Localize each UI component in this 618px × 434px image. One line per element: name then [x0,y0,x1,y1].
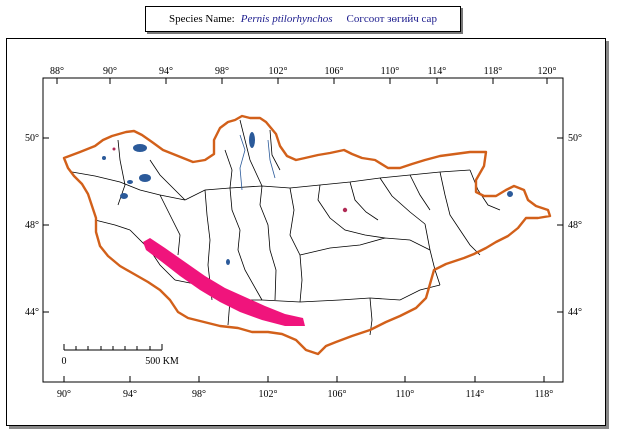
right-lat-label: 44° [568,307,582,318]
right-lat-label: 50° [568,133,582,144]
bottom-lon-label: 110° [396,389,415,400]
scale-bar: 0 500 KM [62,344,179,367]
top-lon-label: 120° [538,66,557,77]
bottom-lon-label: 118° [535,389,554,400]
species-name-label: Species Name: [169,13,235,25]
top-lon-label: 94° [159,66,173,77]
map-frame [6,38,606,426]
left-lat-label: 50° [25,133,39,144]
left-lat-label: 44° [25,307,39,318]
species-local-name: Согсоот зөгийч сар [346,13,437,25]
top-lon-label: 98° [215,66,229,77]
bottom-lon-label: 90° [57,389,71,400]
species-title-box: Species Name: Pernis ptilorhynchos Согсо… [145,6,461,32]
bottom-lon-label: 106° [328,389,347,400]
right-latitude-axis: 50° 48° 44° [557,133,582,318]
species-range [143,238,305,326]
province-boundaries [71,119,501,336]
left-lat-label: 48° [25,220,39,231]
top-lon-label: 118° [484,66,503,77]
top-lon-label: 106° [325,66,344,77]
left-latitude-axis: 50° 48° 44° [25,133,49,318]
rivers [239,134,276,191]
bottom-lon-label: 94° [123,389,137,400]
right-lat-label: 48° [568,220,582,231]
top-lon-label: 114° [428,66,447,77]
bottom-lon-label: 98° [192,389,206,400]
bottom-lon-label: 102° [259,389,278,400]
lakes [102,132,513,265]
top-lon-label: 88° [50,66,64,77]
top-longitude-axis: 88° 90° 94° 98° 102° 106° 110° 114° 118°… [50,66,557,84]
top-lon-label: 110° [381,66,400,77]
bottom-lon-label: 114° [466,389,485,400]
scale-distance-label: 500 KM [145,356,179,367]
map-inner-frame [42,77,564,383]
scale-zero-label: 0 [62,356,67,367]
country-border [62,114,552,356]
top-lon-label: 102° [269,66,288,77]
top-lon-label: 90° [103,66,117,77]
species-scientific-name: Pernis ptilorhynchos [240,13,333,25]
bottom-longitude-axis: 90° 94° 98° 102° 106° 110° 114° 118° [57,376,553,400]
settlement-dots [112,147,348,213]
